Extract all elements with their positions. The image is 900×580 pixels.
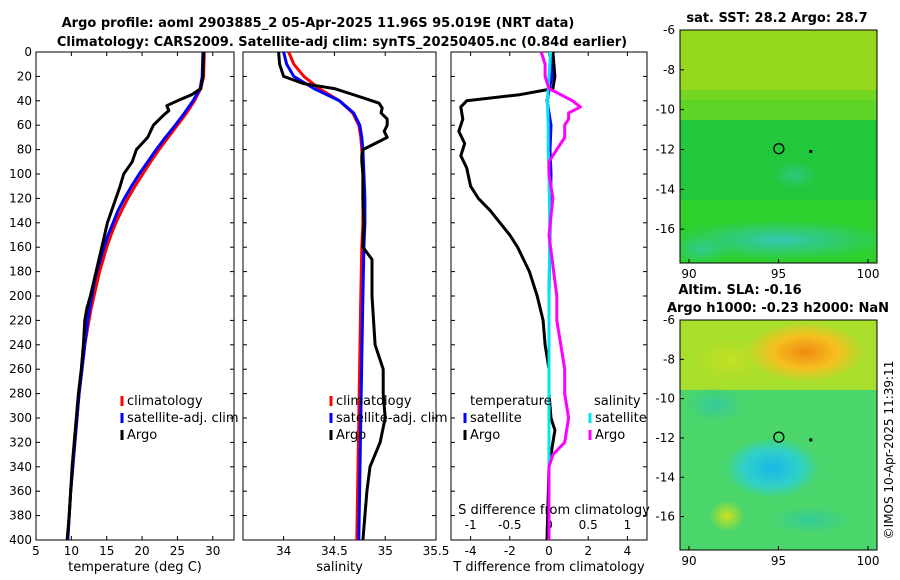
difference-temperature-legend-label: satellite — [470, 411, 522, 426]
sst_map-xtick-label: 95 — [771, 267, 786, 281]
sla_map-ytick-label: -6 — [663, 313, 675, 327]
sla_map-ytick-label: -12 — [655, 431, 675, 445]
salinity-legend-label: Argo — [336, 428, 366, 443]
temperature-xtick-label: 20 — [134, 544, 149, 558]
sla_map-argo-marker — [773, 431, 785, 443]
difference-xtick-label: -2 — [504, 544, 516, 558]
sst_map-argo-marker — [773, 143, 785, 155]
temperature-ytick-label: 280 — [9, 387, 32, 401]
sst_map-ytick-label: -14 — [655, 182, 675, 196]
sla_map-xtick-label: 90 — [681, 554, 696, 568]
title-line-1: Argo profile: aoml 2903885_2 05-Apr-2025… — [62, 16, 575, 31]
sst_map-dot-marker — [809, 149, 813, 153]
sla_map-ytick-label: -10 — [655, 392, 675, 406]
difference-s-tick-label: -0.5 — [498, 518, 521, 532]
sla-map-title: Altim. SLA: -0.16 — [678, 283, 801, 298]
difference-xtick-label: 2 — [584, 544, 592, 558]
salinity-xlabel: salinity — [316, 560, 363, 575]
temperature-xtick-label: 15 — [99, 544, 114, 558]
sla-map-field — [680, 320, 877, 550]
salinity-xtick-label: 35 — [378, 544, 393, 558]
temperature-ytick-label: 60 — [17, 118, 32, 132]
salinity-series-line — [287, 52, 365, 540]
difference-salinity-legend-label: Argo — [595, 428, 625, 443]
copyright-stamp: ©IMOS 10-Apr-2025 11:39:11 — [882, 361, 896, 540]
sla_map-ytick-label: -16 — [655, 510, 675, 524]
temperature-legend-label: Argo — [127, 428, 157, 443]
temperature-xtick-label: 30 — [205, 544, 220, 558]
difference-xtick-label: 0 — [545, 544, 553, 558]
temperature-series-line — [66, 52, 206, 540]
temperature-ytick-label: 320 — [9, 435, 32, 449]
temperature-ytick-label: 20 — [17, 69, 32, 83]
sst_map-ytick-label: -6 — [663, 23, 675, 37]
temperature-ytick-label: 80 — [17, 143, 32, 157]
difference-s-tick-label: -1 — [465, 518, 477, 532]
temperature-series-line — [65, 52, 206, 540]
sla_map-ytick-label: -14 — [655, 470, 675, 484]
temperature-ytick-label: 300 — [9, 411, 32, 425]
temperature-ytick-label: 200 — [9, 289, 32, 303]
sst_map-ytick-label: -8 — [663, 63, 675, 77]
difference-series-line — [539, 52, 582, 540]
temperature-ytick-label: 400 — [9, 533, 32, 547]
difference-xtick-label: 4 — [624, 544, 632, 558]
difference-s-tick-label: 1 — [624, 518, 632, 532]
sla_map-ytick-label: -8 — [663, 352, 675, 366]
temperature-xtick-label: 10 — [64, 544, 79, 558]
salinity-xtick-label: 34 — [276, 544, 291, 558]
temperature-xtick-label: 25 — [170, 544, 185, 558]
temperature-ytick-label: 40 — [17, 94, 32, 108]
temperature-ytick-label: 220 — [9, 313, 32, 327]
difference-legend-header-temperature: temperature — [470, 394, 552, 409]
temperature-legend-label: satellite-adj. clim — [127, 411, 239, 426]
salinity-legend-label: climatology — [336, 394, 412, 409]
sla_map-xtick-label: 95 — [771, 554, 786, 568]
sla-map-subtitle: Argo h1000: -0.23 h2000: NaN — [667, 301, 889, 316]
difference-s-tick-label: 0.5 — [579, 518, 598, 532]
salinity-axes-frame — [242, 51, 437, 541]
temperature-ytick-label: 380 — [9, 509, 32, 523]
sst_map-ytick-label: -12 — [655, 142, 675, 156]
temperature-ytick-label: 0 — [24, 45, 32, 59]
salinity-xtick-label: 34.5 — [321, 544, 348, 558]
sst-map-field — [680, 30, 877, 263]
temperature-xlabel: temperature (deg C) — [68, 560, 202, 575]
difference-legend-header-salinity: salinity — [594, 394, 641, 409]
temperature-series-line — [66, 52, 205, 540]
temperature-ytick-label: 160 — [9, 240, 32, 254]
difference-temperature-legend-label: Argo — [470, 428, 500, 443]
sla_map-xtick-label: 100 — [857, 554, 880, 568]
sst_map-xtick-label: 100 — [857, 267, 880, 281]
temperature-ytick-label: 340 — [9, 460, 32, 474]
sla_map-dot-marker — [809, 438, 813, 442]
salinity-legend-label: satellite-adj. clim — [336, 411, 448, 426]
sst_map-xtick-label: 90 — [681, 267, 696, 281]
temperature-axes-frame — [35, 51, 235, 541]
temperature-ytick-label: 180 — [9, 265, 32, 279]
title-line-2: Climatology: CARS2009. Satellite-adj cli… — [57, 35, 627, 50]
difference-salinity-legend-label: satellite — [595, 411, 647, 426]
temperature-ytick-label: 360 — [9, 484, 32, 498]
difference-series-line — [457, 52, 557, 540]
salinity-xtick-label: 35.5 — [423, 544, 450, 558]
temperature-ytick-label: 100 — [9, 167, 32, 181]
sst-map-title: sat. SST: 28.2 Argo: 28.7 — [686, 11, 867, 26]
temperature-ytick-label: 140 — [9, 216, 32, 230]
temperature-ytick-label: 260 — [9, 362, 32, 376]
difference-s-xlabel: S difference from climatology — [458, 503, 650, 518]
temperature-ytick-label: 240 — [9, 338, 32, 352]
temperature-legend-label: climatology — [127, 394, 203, 409]
sst_map-ytick-label: -16 — [655, 222, 675, 236]
salinity-series-line — [277, 52, 389, 540]
difference-xtick-label: -4 — [465, 544, 477, 558]
salinity-series-line — [282, 52, 367, 540]
sst_map-ytick-label: -10 — [655, 103, 675, 117]
temperature-xtick-label: 5 — [32, 544, 40, 558]
difference-xlabel: T difference from climatology — [452, 560, 645, 575]
temperature-ytick-label: 120 — [9, 191, 32, 205]
